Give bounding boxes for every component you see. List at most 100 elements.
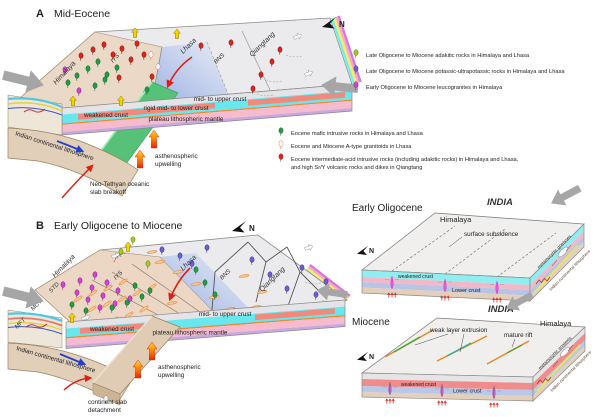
inset2-diapirs xyxy=(383,381,501,408)
rigid-block-edge-a xyxy=(206,41,229,95)
subsidence-pointer xyxy=(448,236,463,248)
rigid-crust-label-a: rigid mid- to lower crust xyxy=(143,105,208,112)
subduction-arrow-b xyxy=(59,353,87,366)
weak-layer-bar-right-a xyxy=(248,92,345,106)
rift-pointer xyxy=(511,338,516,348)
indian-crust-strata-a xyxy=(7,94,63,136)
legend-label: Eocene and Miocene A-type granitoids in … xyxy=(291,144,412,150)
bns-suture-line-a xyxy=(241,30,271,91)
north-arrow xyxy=(357,245,369,255)
lower-crust-label-inset2: Lower crust xyxy=(453,389,482,395)
mid-upper-crust-label-a: mid- to upper crust xyxy=(194,96,247,103)
rift-fault-system-b xyxy=(211,241,321,311)
a-type-pin-icon xyxy=(278,140,284,150)
north-arrow xyxy=(232,221,246,233)
inset2-side-face xyxy=(532,326,586,402)
indian-lithosphere-slab-a xyxy=(7,127,139,197)
melt-influx-arrows xyxy=(492,297,502,303)
slab-breakoff-label-2: slab breakoff xyxy=(90,189,126,196)
slab-highlight-edge-b xyxy=(92,315,153,384)
gneiss-pod xyxy=(557,246,569,258)
panel-b-label: B xyxy=(36,220,44,232)
legend-label: Late Oligocene to Miocene adakitic rocks… xyxy=(366,53,530,59)
lower-crust-label-inset1: Lower crust xyxy=(452,288,481,294)
plateau-mantle-label-b: plateau lithospheric mantle xyxy=(153,330,228,337)
legend-label: Late Oligocene to Miocene potassic-ultra… xyxy=(366,69,565,75)
legend-group-1: Late Oligocene to Miocene adakitic rocks… xyxy=(353,49,565,91)
legend-label-cont: and high Sr/Y volcanic rocks and dikes i… xyxy=(291,165,422,171)
weakened-crust-label-inset2: weakened crust xyxy=(401,382,437,388)
india-label-2: INDIA xyxy=(488,304,514,315)
india-label-1: INDIA xyxy=(487,197,513,208)
incipient-rift-dashes xyxy=(391,225,557,278)
flow-arrows xyxy=(551,244,572,267)
upwelling-arrow xyxy=(148,129,160,149)
panel-a-label: A xyxy=(36,8,44,20)
rift-lines-miocene xyxy=(384,329,530,365)
inset1-side-face xyxy=(529,223,585,302)
iys-label-b: IYS xyxy=(113,270,124,281)
crust-front-face-a xyxy=(61,83,353,136)
melt-influx-arrows xyxy=(437,400,447,406)
thrust-squiggle-a xyxy=(23,108,46,113)
asthenospheric-label-b2: upwelling xyxy=(158,372,185,379)
slab-detachment-label-1: continent slab xyxy=(88,399,127,406)
leucosome-streak xyxy=(534,244,579,293)
thrust-squiggle-b xyxy=(25,323,48,328)
weakened-crust-label-b: weakened crust xyxy=(89,326,134,333)
himalaya-label-inset1: Himalaya xyxy=(440,215,472,224)
legend-label: Eocene intermediate-acid intrusive rocks… xyxy=(291,157,519,163)
weak-layer-bar-left-a xyxy=(78,102,215,120)
plateau-mantle-label-a: plateau lithospheric mantle xyxy=(149,116,224,123)
asthenospheric-label-b1: asthenospheric xyxy=(158,364,201,371)
iys-label-a: IYS xyxy=(110,53,121,64)
slab-end-cap-b xyxy=(92,382,121,406)
dike-trace-dashes-a xyxy=(256,54,303,97)
melt-influx-arrows xyxy=(440,295,450,301)
legend-group-2: Eocene mafic intrusive rocks in Himalaya… xyxy=(278,127,519,171)
north-arrow xyxy=(357,351,369,361)
compression-arrow-left-b xyxy=(0,280,47,313)
melt-influx-arrows xyxy=(489,402,499,408)
north-label-b: N xyxy=(249,224,255,233)
red-dashed-arc xyxy=(113,252,127,263)
india-push-arrow-1 xyxy=(546,180,584,212)
himalaya-label-inset2: Himalaya xyxy=(540,319,572,328)
inset-early-oligocene: Early Oligocene INDIA Hima xyxy=(352,180,592,303)
inset-early-title: Early Oligocene xyxy=(352,203,423,214)
legend-label: Early Oligocene to Miocene leucogranites… xyxy=(366,85,503,91)
leucosome-streak xyxy=(536,344,581,392)
melt-influx-arrows xyxy=(387,292,397,298)
mature-rift-label: mature rift xyxy=(504,332,533,339)
panel-a-title: Mid-Eocene xyxy=(54,8,110,20)
panel-a: A Mid-Eocene Indian continental lithosph xyxy=(0,8,362,199)
north-label-a: N xyxy=(339,20,345,29)
inset-miocene-title: Miocene xyxy=(352,317,390,328)
detachment-arrow xyxy=(63,374,93,391)
surface-subsidence-label: surface subsidence xyxy=(464,231,519,238)
subduction-arrow-a xyxy=(56,140,85,153)
slab-detachment-label-2: detachment xyxy=(88,407,121,414)
slab-breakoff-arrow xyxy=(61,164,94,199)
anatexis-pod xyxy=(560,347,570,357)
flow-arrows xyxy=(552,344,574,368)
weakened-crust-label-inset1: weakened crust xyxy=(398,274,434,280)
fold-zigzag-icon xyxy=(536,376,552,385)
melt-influx-arrows xyxy=(385,398,395,404)
north-label-inset1: N xyxy=(369,248,374,255)
delamination-arrow-a xyxy=(166,56,193,89)
panel-b: B Early Oligocene to Miocene xyxy=(0,220,351,414)
legend-label: Eocene mafic intrusive rocks in Himalaya… xyxy=(291,131,424,137)
inset2-front-face xyxy=(361,372,534,402)
weak-layer-extrusion-label: weak layer extrusion xyxy=(429,327,488,334)
indian-crust-strata-b xyxy=(7,309,63,349)
panel-b-title: Early Oligocene to Miocene xyxy=(54,220,183,232)
upwelling-arrow xyxy=(134,149,146,169)
weakened-crust-label-a: weakened crust xyxy=(83,112,128,119)
fold-zigzag-icon xyxy=(535,276,551,285)
extrusion-pointers xyxy=(414,333,465,353)
slab-breakoff-label-1: Neo-Tethyan oceanic xyxy=(90,181,149,188)
inset1-diapirs xyxy=(385,275,504,303)
